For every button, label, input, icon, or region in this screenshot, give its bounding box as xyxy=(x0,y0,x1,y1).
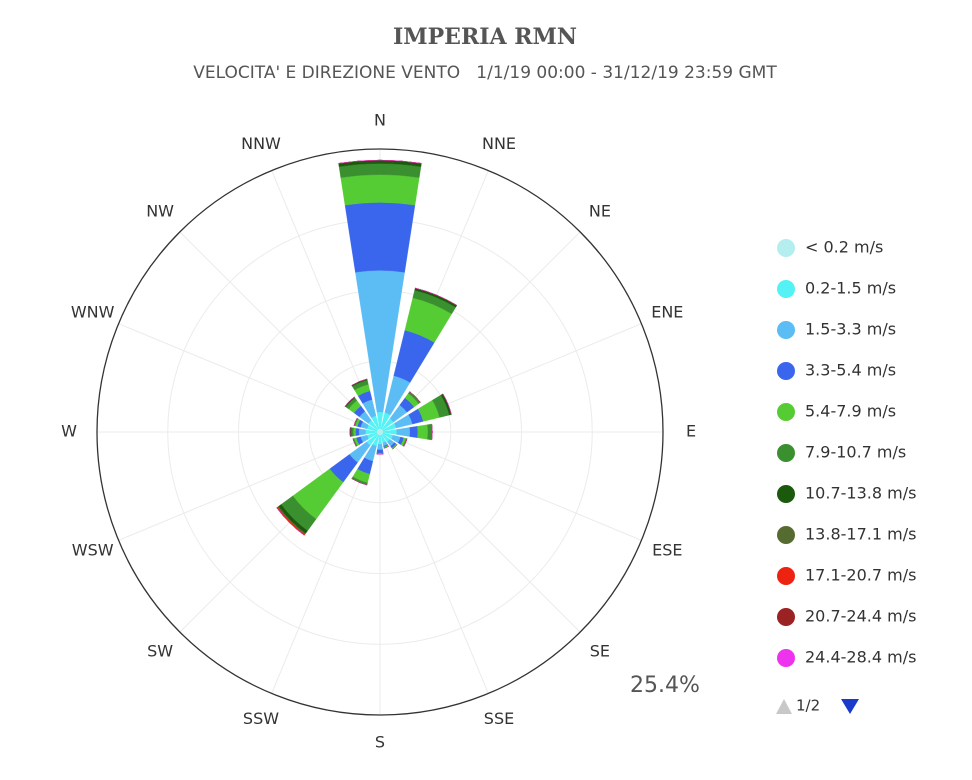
legend-swatch xyxy=(777,485,795,503)
legend-swatch xyxy=(777,362,795,380)
legend-label: 7.9-10.7 m/s xyxy=(805,443,906,462)
spoke xyxy=(379,431,642,541)
wedge xyxy=(417,424,429,440)
direction-label: E xyxy=(686,422,696,441)
direction-label: ENE xyxy=(651,302,683,321)
legend-label: 3.3-5.4 m/s xyxy=(805,361,896,380)
wedge xyxy=(355,428,360,436)
legend-label: 5.4-7.9 m/s xyxy=(805,402,896,421)
legend-swatch xyxy=(777,239,795,257)
legend-label: 10.7-13.8 m/s xyxy=(805,484,916,503)
direction-label: SE xyxy=(590,641,610,660)
direction-label: NNE xyxy=(482,134,516,153)
wedge xyxy=(403,438,408,447)
legend-label: 24.4-28.4 m/s xyxy=(805,648,916,667)
legend-label: 17.1-20.7 m/s xyxy=(805,566,916,585)
legend-swatch xyxy=(777,403,795,421)
legend-swatch xyxy=(777,280,795,298)
spoke xyxy=(179,231,381,433)
legend-swatch xyxy=(777,321,795,339)
wedge xyxy=(352,438,357,447)
legend-label: 1.5-3.3 m/s xyxy=(805,320,896,339)
wedge xyxy=(392,444,398,450)
wedge xyxy=(344,396,355,407)
direction-label: WNW xyxy=(71,302,115,321)
axis-max-label: 25.4% xyxy=(630,673,700,698)
direction-label: WSW xyxy=(72,541,114,560)
legend-prev xyxy=(776,699,792,714)
direction-label: W xyxy=(61,422,77,441)
wedge xyxy=(338,160,422,164)
legend-label: 13.8-17.1 m/s xyxy=(805,525,916,544)
legend-label: 20.7-24.4 m/s xyxy=(805,607,916,626)
legend-swatch xyxy=(777,608,795,626)
legend-label: 0.2-1.5 m/s xyxy=(805,279,896,298)
legend-next[interactable] xyxy=(841,699,859,714)
spoke xyxy=(379,431,581,633)
legend-swatch xyxy=(777,526,795,544)
direction-label: N xyxy=(374,111,386,130)
direction-label: SSW xyxy=(243,709,279,728)
wedge xyxy=(427,423,433,441)
spoke xyxy=(379,431,489,694)
wedge xyxy=(377,443,383,450)
legend-label: < 0.2 m/s xyxy=(805,238,883,257)
legend-page: 1/2 xyxy=(796,697,820,715)
wedge xyxy=(376,449,384,454)
wedge xyxy=(340,174,420,206)
wedge xyxy=(344,202,416,273)
legend-swatch xyxy=(777,567,795,585)
wedge xyxy=(350,427,354,437)
wedge xyxy=(353,427,356,437)
direction-label: NW xyxy=(146,202,174,221)
chart-subtitle: VELOCITA' E DIREZIONE VENTO 1/1/19 00:00… xyxy=(193,63,777,83)
legend-swatch xyxy=(777,444,795,462)
direction-label: ESE xyxy=(652,541,682,560)
direction-label: NE xyxy=(589,202,611,221)
direction-label: S xyxy=(375,733,385,752)
wedge xyxy=(358,428,366,436)
direction-label: SSE xyxy=(484,709,514,728)
direction-label: NNW xyxy=(241,134,281,153)
spoke xyxy=(118,323,381,433)
direction-label: SW xyxy=(147,641,173,660)
legend-swatch xyxy=(777,649,795,667)
spoke xyxy=(118,431,381,541)
wedge xyxy=(409,426,419,438)
outer-circle xyxy=(96,148,664,716)
chart-title: IMPERIA RMN xyxy=(393,24,577,50)
